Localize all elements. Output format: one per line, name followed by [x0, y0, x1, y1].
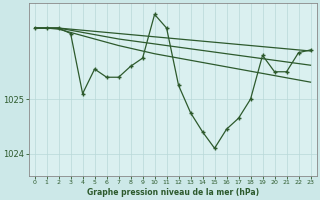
- X-axis label: Graphe pression niveau de la mer (hPa): Graphe pression niveau de la mer (hPa): [86, 188, 259, 197]
